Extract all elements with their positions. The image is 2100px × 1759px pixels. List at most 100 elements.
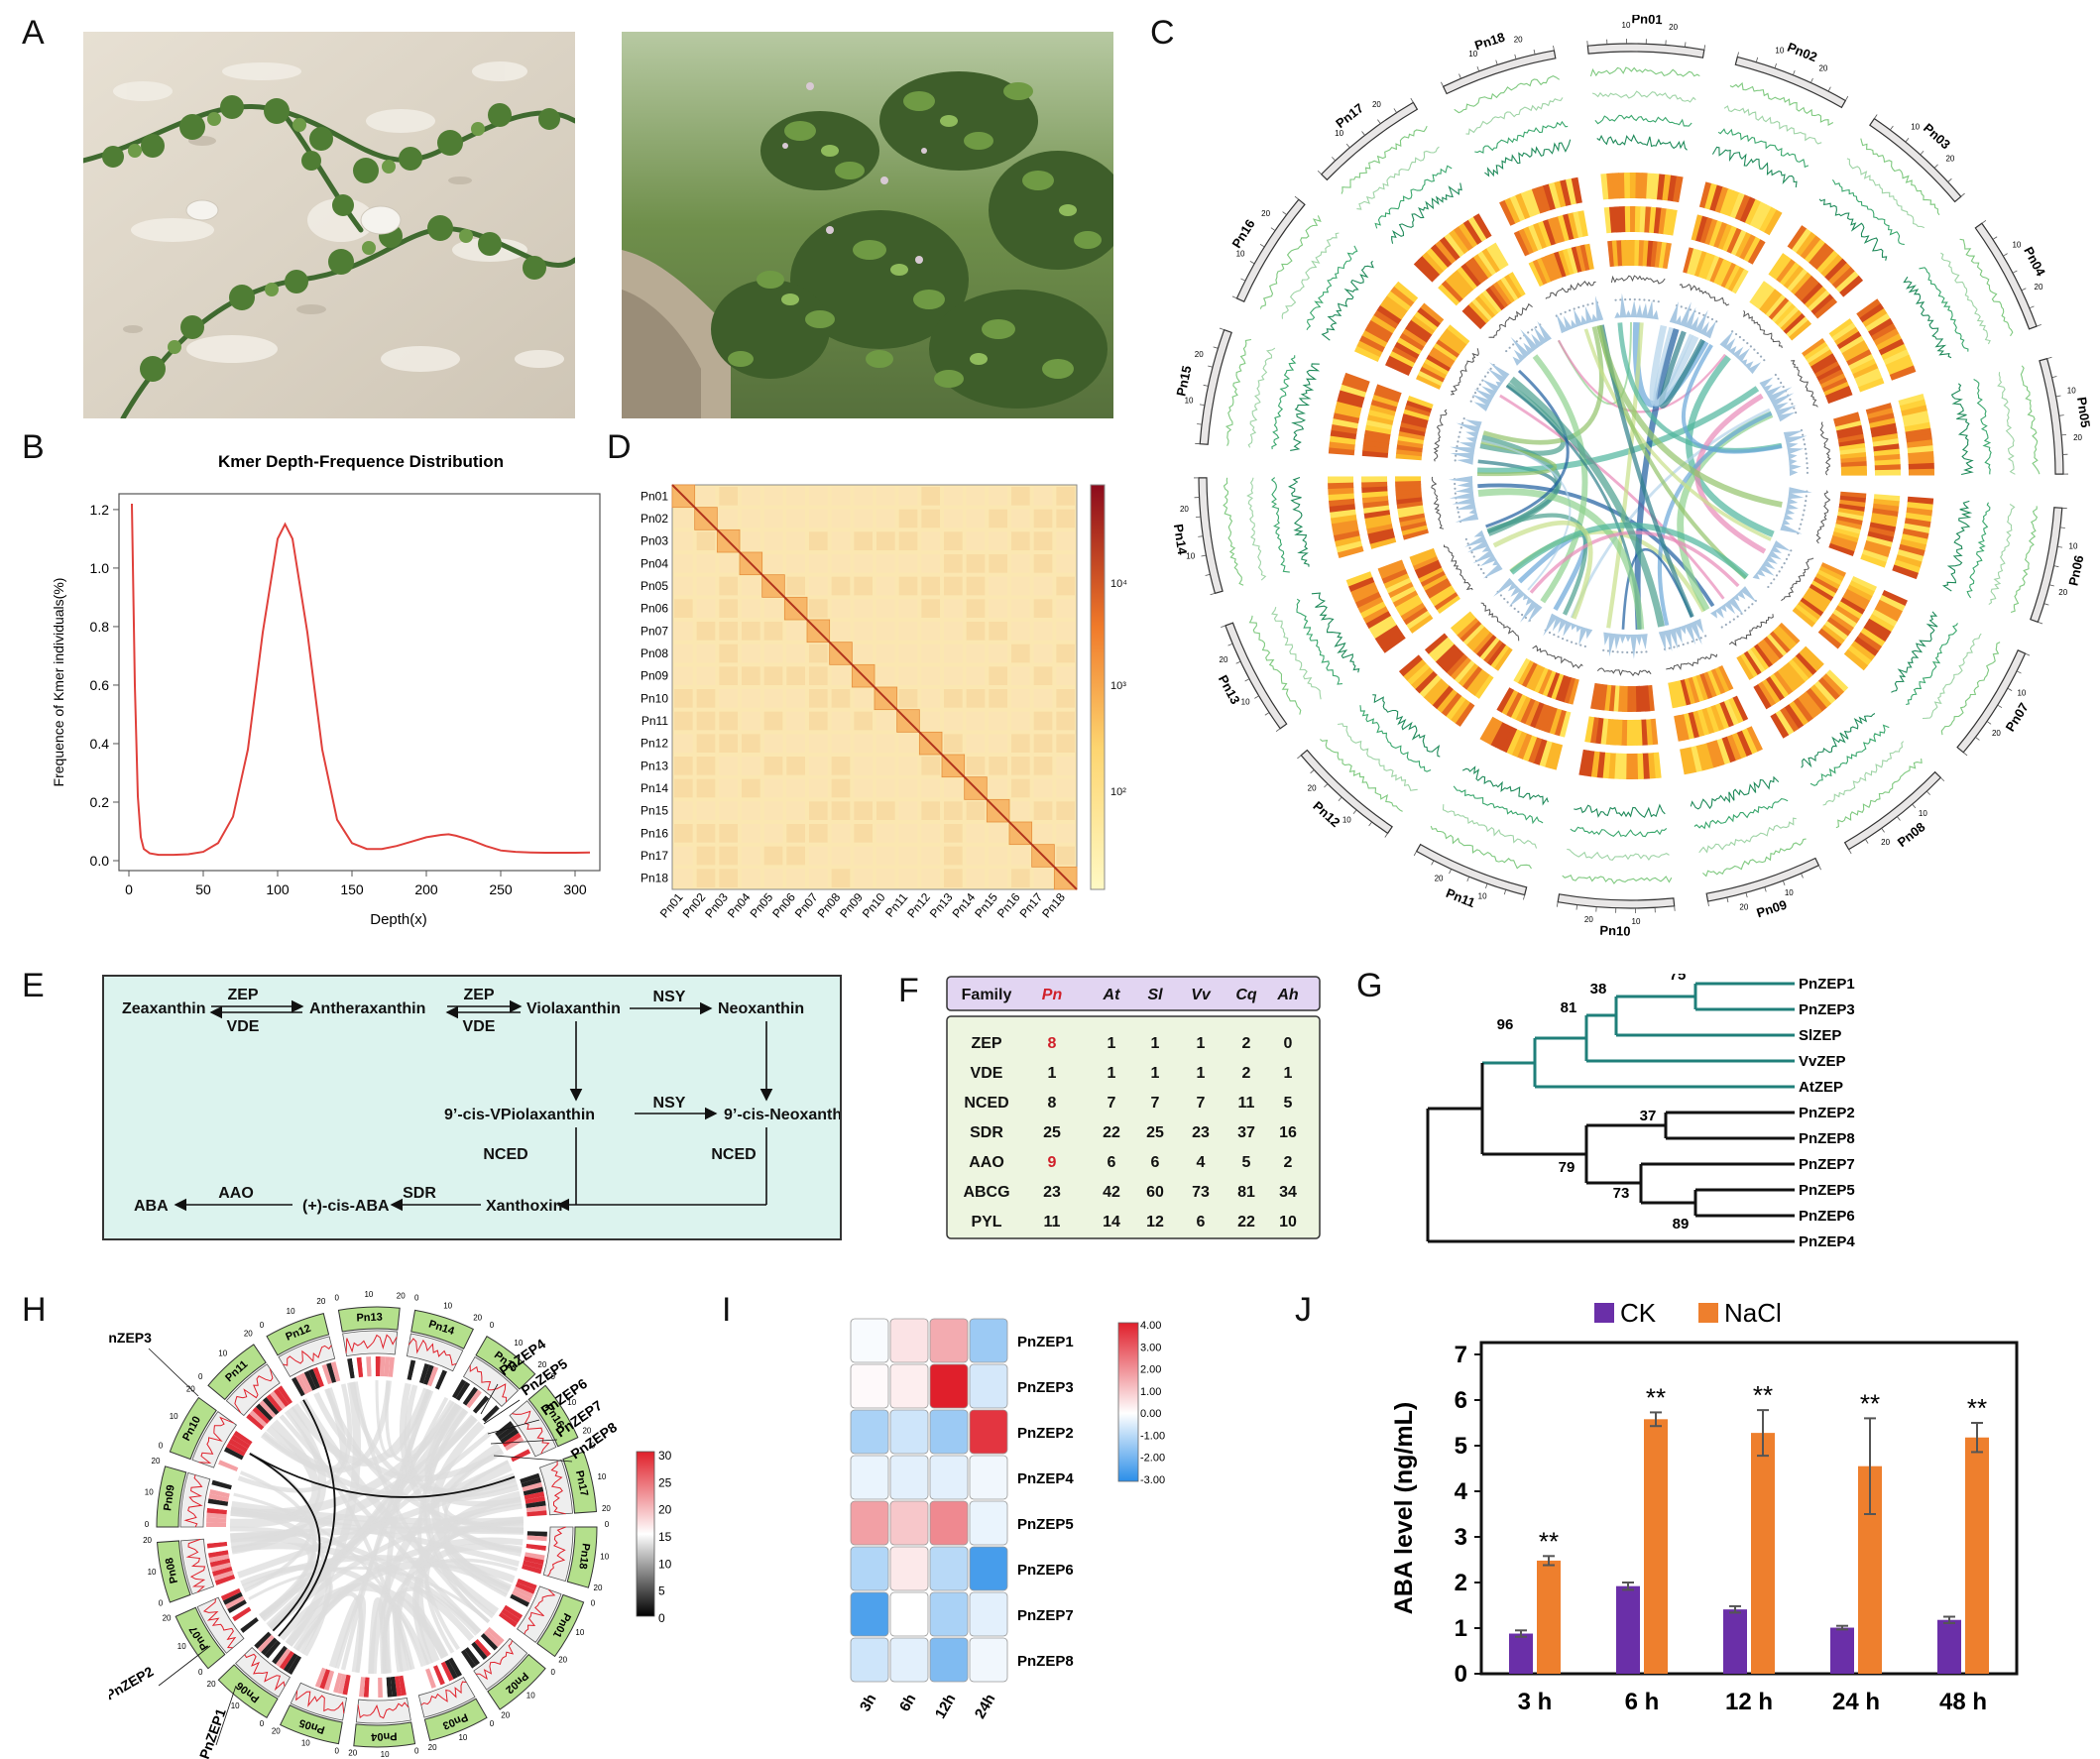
repeat-density-heat-cell (1706, 669, 1721, 696)
repeat-density-heat-cell (1424, 577, 1450, 595)
snp-dot (1746, 342, 1749, 345)
panel-label-e: E (22, 967, 45, 1004)
repeat-density-heat-cell (1438, 283, 1460, 306)
repeat-density-heat-cell (1505, 691, 1523, 718)
repeat-density-heat-cell (1866, 535, 1893, 548)
snp-dot (1802, 433, 1805, 436)
repeat-density-heat-cell (1690, 746, 1702, 772)
density-spike (1575, 625, 1582, 633)
interchrom-contact-block (966, 531, 986, 550)
repeat-density-heat-cell (1813, 297, 1838, 319)
gene-density-heat-cell (412, 1672, 423, 1693)
repeat-density-heat-cell (1903, 523, 1930, 534)
gene-density-heat-cell (426, 1365, 439, 1387)
interchrom-contact-block (966, 554, 986, 573)
y-tick-label: 7 (1455, 1342, 1467, 1368)
density-spike (1785, 508, 1796, 516)
gene-feature-track (1281, 232, 1340, 319)
genome-circos-plot: 10 20Pn011020Pn021020Pn031020Pn041020Pn05… (1171, 15, 2093, 937)
repeat-density-heat-cell (1403, 606, 1428, 626)
heatmap-cell-pnzep7-12h (929, 1591, 969, 1637)
heatmap-cell-pnzep3-12h (929, 1363, 969, 1409)
interchrom-contact-block (809, 554, 828, 573)
table-cell: 7 (1151, 1095, 1160, 1112)
repeat-density-heat-cell (1571, 246, 1582, 273)
snp-dot (1747, 606, 1750, 609)
expression-scale-label: -2.00 (1140, 1453, 1165, 1465)
gene-density-curve (345, 1334, 398, 1353)
gene-density-curve (283, 1345, 332, 1366)
repeat-density-heat-cell (1333, 529, 1360, 541)
repeat-density-heat-cell (1739, 652, 1758, 678)
interchrom-contact-block (809, 644, 828, 663)
interchrom-contact-block (831, 622, 851, 641)
repeat-density-heat-cell (1746, 726, 1763, 753)
repeat-density-heat-cell (1472, 632, 1494, 654)
snp-dot (1508, 346, 1511, 349)
chromosome-tick-label: 10 (177, 1642, 186, 1651)
repeat-density-heat-cell (1839, 499, 1866, 508)
density-spike (1471, 394, 1492, 407)
repeat-density-heat-cell (1416, 374, 1442, 390)
repeat-density-heat-cell (1552, 216, 1566, 243)
repeat-density-heat-cell (1861, 549, 1889, 563)
heatmap-cell-pnzep2-24h (969, 1409, 1008, 1455)
density-spike (1728, 346, 1737, 355)
density-spike (1489, 362, 1510, 380)
repeat-density-heat-cell (1743, 650, 1762, 676)
repeat-density-heat-cell (1368, 615, 1394, 635)
gene-feature-track (1461, 765, 1549, 806)
interchrom-contact-block (674, 644, 693, 663)
chromosome-tick-label: 0 (414, 1746, 419, 1755)
panel-label-j: J (1295, 1291, 1312, 1329)
gene-feature-track (1356, 146, 1440, 210)
density-spike (1756, 568, 1766, 577)
interchrom-contact-block (674, 509, 693, 528)
snp-dot (1804, 447, 1808, 450)
repeat-density-heat-cell (1511, 731, 1528, 758)
interchrom-contact-block (1033, 576, 1053, 596)
repeat-density-heat-cell (1814, 573, 1840, 590)
density-spike (1510, 585, 1522, 597)
table-cell: 6 (1197, 1214, 1206, 1231)
interchrom-contact-block (809, 531, 828, 550)
interchrom-contact-block (742, 531, 760, 550)
snp-dot (1458, 430, 1461, 434)
density-spike (1658, 631, 1667, 652)
repeat-density-heat-cell (1897, 548, 1925, 563)
interchrom-contact-block (696, 622, 716, 641)
repeat-density-heat-cell (1710, 668, 1726, 695)
table-cell: 0 (1284, 1035, 1293, 1052)
repeat-density-heat-cell (1863, 623, 1889, 643)
density-spike (1614, 311, 1622, 318)
gene-density-heat-cell (394, 1676, 403, 1697)
interchrom-contact-block (921, 622, 940, 641)
repeat-density-heat-cell (1833, 528, 1860, 539)
gene-density-heat-cell (363, 1677, 370, 1698)
snp-dot (1513, 607, 1516, 610)
repeat-density-heat-cell (1563, 213, 1575, 241)
interchrom-contact-block (742, 622, 760, 641)
gene-density-heat-cell (266, 1393, 283, 1413)
repeat-density-heat-cell (1375, 384, 1402, 399)
chromosome-tick (2021, 288, 2027, 292)
repeat-density-heat-cell (1636, 753, 1644, 779)
repeat-density-heat-cell (1848, 353, 1875, 371)
snp-dot (1801, 518, 1804, 522)
chromosome-ideogram-pn02 (1734, 56, 1847, 109)
chromosome-tick (2048, 584, 2054, 587)
interchrom-contact-block (1033, 869, 1053, 887)
repeat-density-heat-cell (1414, 310, 1439, 331)
gene-density-heat-cell (234, 1610, 254, 1626)
bar-chart-frame (1479, 1341, 2019, 1676)
background-synteny-link (340, 1389, 434, 1671)
repeat-density-heat-cell (1802, 337, 1826, 357)
panel-label-h: H (22, 1291, 47, 1329)
interchrom-contact-block (763, 531, 783, 550)
gene-density-heat-cell (211, 1479, 232, 1490)
repeat-density-heat-cell (1717, 223, 1733, 251)
repeat-density-heat-cell (1853, 636, 1879, 657)
tick-label-20: 20 (1195, 350, 1204, 359)
gene-density-heat-cell (460, 1649, 477, 1669)
gene-feature-track (1271, 355, 1297, 450)
